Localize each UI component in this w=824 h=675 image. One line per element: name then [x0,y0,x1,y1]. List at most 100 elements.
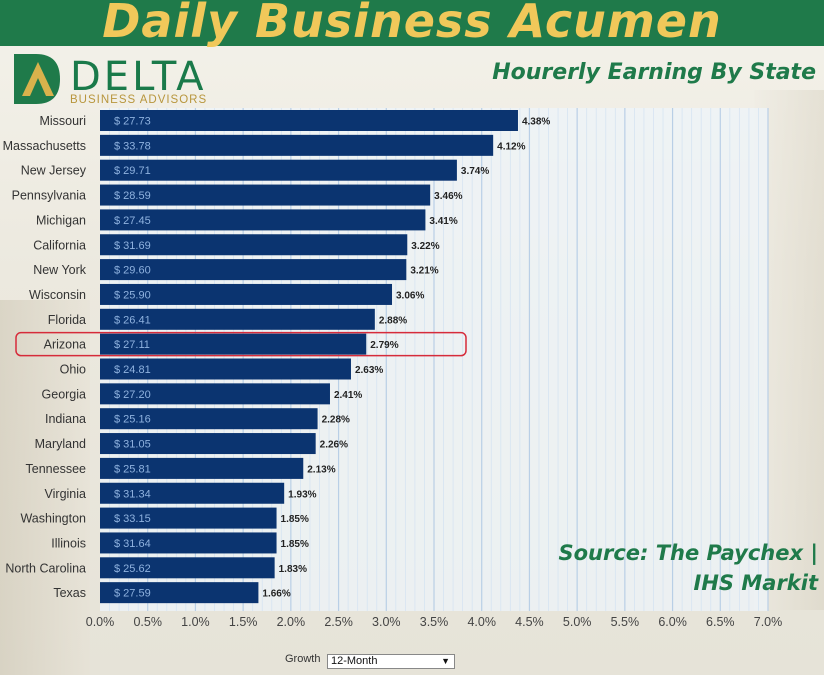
category-label: Michigan [36,213,86,227]
category-label: Texas [53,586,86,600]
bar [100,408,318,430]
bar [100,110,518,131]
x-tick-label: 1.5% [229,615,258,629]
growth-period-value: 12-Month [331,655,378,667]
bar [100,234,408,256]
bar [100,383,330,405]
value-label: 3.06% [396,290,424,301]
category-label: Georgia [42,387,87,401]
bar [100,308,375,330]
bar [100,134,494,156]
value-label: 3.22% [411,241,439,252]
category-label: New Jersey [21,164,87,178]
value-label: 4.12% [497,141,525,152]
bar [100,159,457,181]
hourly-earning-label: $ 25.81 [114,463,151,475]
category-label: Ohio [60,363,86,377]
x-tick-label: 4.5% [515,615,544,629]
value-label: 2.88% [379,315,407,326]
category-label: Wisconsin [29,288,86,302]
value-label: 2.63% [355,365,383,376]
bar [100,582,259,604]
bar [100,358,351,380]
hourly-earning-label: $ 33.15 [114,513,151,525]
category-label: New York [33,263,87,277]
hourly-earning-label: $ 29.71 [114,165,151,177]
growth-period-select[interactable]: 12-Month ▼ [327,654,455,669]
hourly-earning-label: $ 31.69 [114,240,151,252]
x-tick-label: 2.0% [277,615,306,629]
value-label: 1.83% [279,564,307,575]
highlight-outline [15,331,467,357]
value-label: 2.28% [322,415,350,426]
chart-title: Hourerly Earning By State [492,60,816,85]
bar [100,457,304,479]
bar [100,482,285,504]
hourly-earning-label: $ 27.45 [114,215,151,227]
value-label: 3.41% [429,216,457,227]
category-label: Indiana [45,412,86,426]
category-label: Virginia [45,487,87,501]
x-tick-label: 6.0% [658,615,687,629]
growth-label: Growth [285,653,321,665]
hourly-earning-label: $ 25.62 [114,563,151,575]
x-tick-label: 7.0% [754,615,783,629]
hourly-earning-label: $ 31.34 [114,488,151,500]
value-label: 3.21% [410,266,438,277]
category-label: Tennessee [26,462,87,476]
category-label: North Carolina [5,561,86,575]
bar [100,433,316,455]
x-tick-label: 3.0% [372,615,401,629]
category-label: Pennsylvania [12,189,86,203]
hourly-earning-label: $ 25.16 [114,414,151,426]
category-label: Missouri [39,114,86,128]
banner-title: Daily Business Acumen [102,0,722,48]
hourly-earning-label: $ 27.20 [114,389,151,401]
value-label: 1.85% [281,514,309,525]
hourly-earning-label: $ 24.81 [114,364,151,376]
bar [100,507,277,529]
value-label: 1.85% [281,539,309,550]
bar [100,333,367,355]
hourly-earning-label: $ 26.41 [114,314,151,326]
hourly-earning-label: $ 29.60 [114,265,151,277]
top-banner: Daily Business Acumen [0,0,824,48]
category-label: Washington [20,512,86,526]
x-tick-label: 3.5% [420,615,449,629]
bar [100,532,277,554]
x-tick-label: 0.0% [86,615,115,629]
bar-chart: 0.0% 0.5% 1.0% 1.5% 2.0% 2.5% 3.0% 3.5% 4.0% 4.5%… [3,108,783,629]
hourly-earning-label: $ 33.78 [114,140,151,152]
x-tick-label: 2.5% [324,615,353,629]
x-tick-label: 4.0% [467,615,496,629]
bar [100,184,431,206]
x-tick-label: 6.5% [706,615,735,629]
category-label: Illinois [51,536,86,550]
value-label: 3.74% [461,166,489,177]
source-note: Source: The Paychex | IHS Markit [558,538,818,598]
source-line-1: Source: The Paychex | [558,541,818,565]
logo-wordmark: DELTA [70,54,207,100]
delta-logo: DELTA BUSINESS ADVISORS [8,50,238,108]
x-tick-label: 5.5% [611,615,640,629]
hourly-earning-label: $ 31.05 [114,439,151,451]
value-label: 4.38% [522,117,550,128]
category-label: California [33,238,86,252]
hourly-earning-label: $ 25.90 [114,289,151,301]
hourly-earning-label: $ 27.11 [114,339,150,351]
bar [100,209,426,231]
value-label: 2.26% [320,440,348,451]
delta-logo-icon [14,54,60,104]
category-label: Florida [48,313,86,327]
bar [100,259,407,281]
value-label: 2.13% [307,464,335,475]
logo-tagline: BUSINESS ADVISORS [70,94,208,106]
hourly-earning-label: $ 27.73 [114,116,151,128]
background-decor-left [0,300,90,675]
hourly-earning-label: $ 28.59 [114,190,151,202]
category-label: Arizona [44,338,86,352]
category-label: Maryland [35,437,86,451]
bar [100,557,275,579]
hourly-earning-label: $ 31.64 [114,538,151,550]
x-tick-label: 0.5% [133,615,162,629]
